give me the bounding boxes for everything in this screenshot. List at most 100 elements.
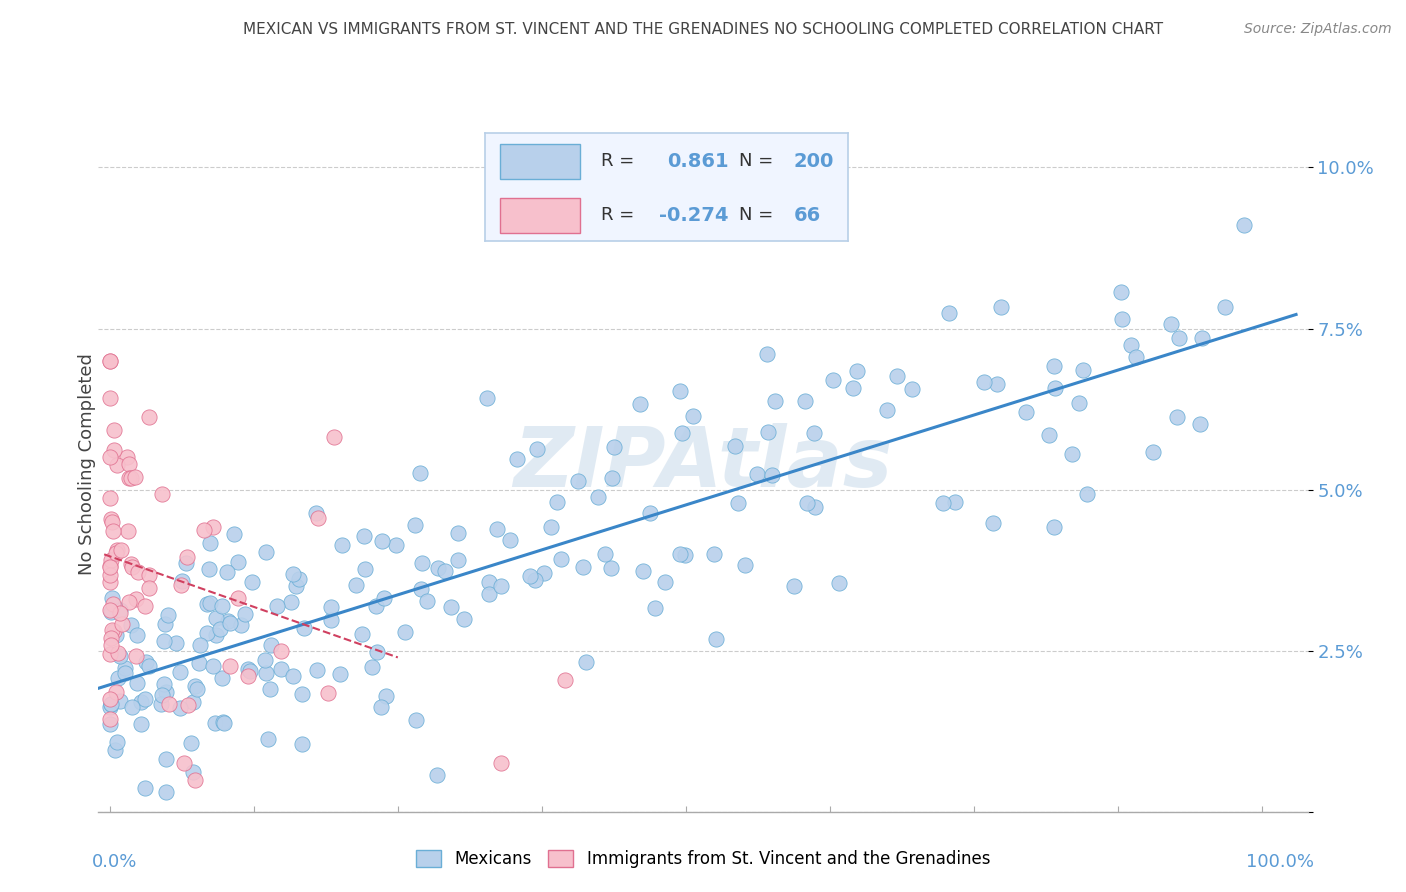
Point [328, 667, 350, 681]
Point [98, 558, 121, 573]
Point [673, 548, 696, 562]
Point [181, 695, 204, 709]
Point [540, 519, 562, 533]
Point [120, 471, 142, 485]
Point [1109, 285, 1132, 299]
Point [165, 636, 187, 650]
Point [135, 656, 157, 670]
Point [886, 369, 908, 384]
Point [491, 756, 513, 770]
Point [108, 603, 131, 617]
Point [307, 511, 329, 525]
Point [411, 557, 433, 571]
Point [475, 391, 498, 405]
Point [486, 522, 509, 536]
Point [153, 634, 176, 648]
Point [668, 384, 690, 398]
Point [186, 682, 208, 697]
Point [218, 659, 240, 673]
Point [197, 562, 219, 576]
Point [373, 591, 395, 605]
Point [183, 772, 205, 787]
Point [973, 376, 995, 390]
Text: MEXICAN VS IMMIGRANTS FROM ST. VINCENT AND THE GRENADINES NO SCHOOLING COMPLETED: MEXICAN VS IMMIGRANTS FROM ST. VINCENT A… [243, 22, 1163, 37]
Point [157, 607, 180, 622]
Text: 100.0%: 100.0% [1246, 854, 1313, 871]
Point [654, 575, 676, 590]
Point [411, 582, 433, 596]
Point [318, 686, 340, 700]
Text: Source: ZipAtlas.com: Source: ZipAtlas.com [1244, 22, 1392, 37]
Point [125, 649, 148, 664]
Point [195, 597, 218, 611]
Point [138, 581, 160, 595]
Point [222, 526, 245, 541]
Point [125, 675, 148, 690]
Point [533, 566, 555, 580]
Point [385, 538, 408, 552]
Point [236, 662, 259, 676]
Point [101, 624, 124, 638]
Point [305, 663, 328, 677]
Point [628, 397, 651, 411]
Point [209, 622, 232, 636]
Point [218, 616, 240, 631]
Point [280, 595, 302, 609]
Point [416, 594, 439, 608]
Point [155, 685, 177, 699]
Point [366, 599, 388, 614]
Point [1191, 331, 1213, 345]
Point [100, 512, 122, 526]
Text: ZIPAtlas: ZIPAtlas [513, 424, 893, 504]
Point [990, 300, 1012, 314]
Point [938, 306, 960, 320]
Point [228, 555, 250, 569]
Y-axis label: No Schooling Completed: No Schooling Completed [79, 353, 96, 574]
Point [260, 638, 283, 652]
Point [1076, 487, 1098, 501]
Point [554, 673, 576, 687]
Point [176, 550, 198, 565]
Point [254, 545, 277, 559]
Point [211, 671, 233, 685]
Point [129, 695, 152, 709]
Point [98, 602, 121, 616]
Point [1042, 520, 1064, 534]
Point [100, 515, 122, 529]
Point [104, 743, 127, 757]
Point [321, 613, 343, 627]
Legend: Mexicans, Immigrants from St. Vincent and the Grenadines: Mexicans, Immigrants from St. Vincent an… [411, 845, 995, 873]
Point [157, 698, 180, 712]
Point [1142, 445, 1164, 459]
Point [1160, 317, 1182, 331]
Point [593, 547, 616, 561]
Point [155, 751, 177, 765]
Point [172, 574, 194, 588]
Point [108, 607, 131, 621]
Point [270, 662, 292, 676]
Point [98, 691, 121, 706]
Point [174, 556, 197, 570]
Point [101, 591, 124, 605]
Point [115, 450, 138, 464]
Point [125, 591, 148, 606]
Point [291, 687, 314, 701]
Point [321, 600, 343, 615]
Point [118, 471, 141, 485]
Point [505, 452, 527, 467]
Point [134, 691, 156, 706]
Point [489, 579, 512, 593]
Point [98, 716, 121, 731]
Point [193, 524, 215, 538]
Point [238, 669, 260, 683]
Point [1233, 219, 1256, 233]
Point [110, 694, 132, 708]
Point [138, 409, 160, 424]
Point [228, 591, 250, 605]
Point [828, 576, 851, 591]
Point [110, 543, 132, 558]
Point [98, 391, 121, 405]
Point [761, 468, 783, 483]
Point [155, 785, 177, 799]
Point [153, 676, 176, 690]
